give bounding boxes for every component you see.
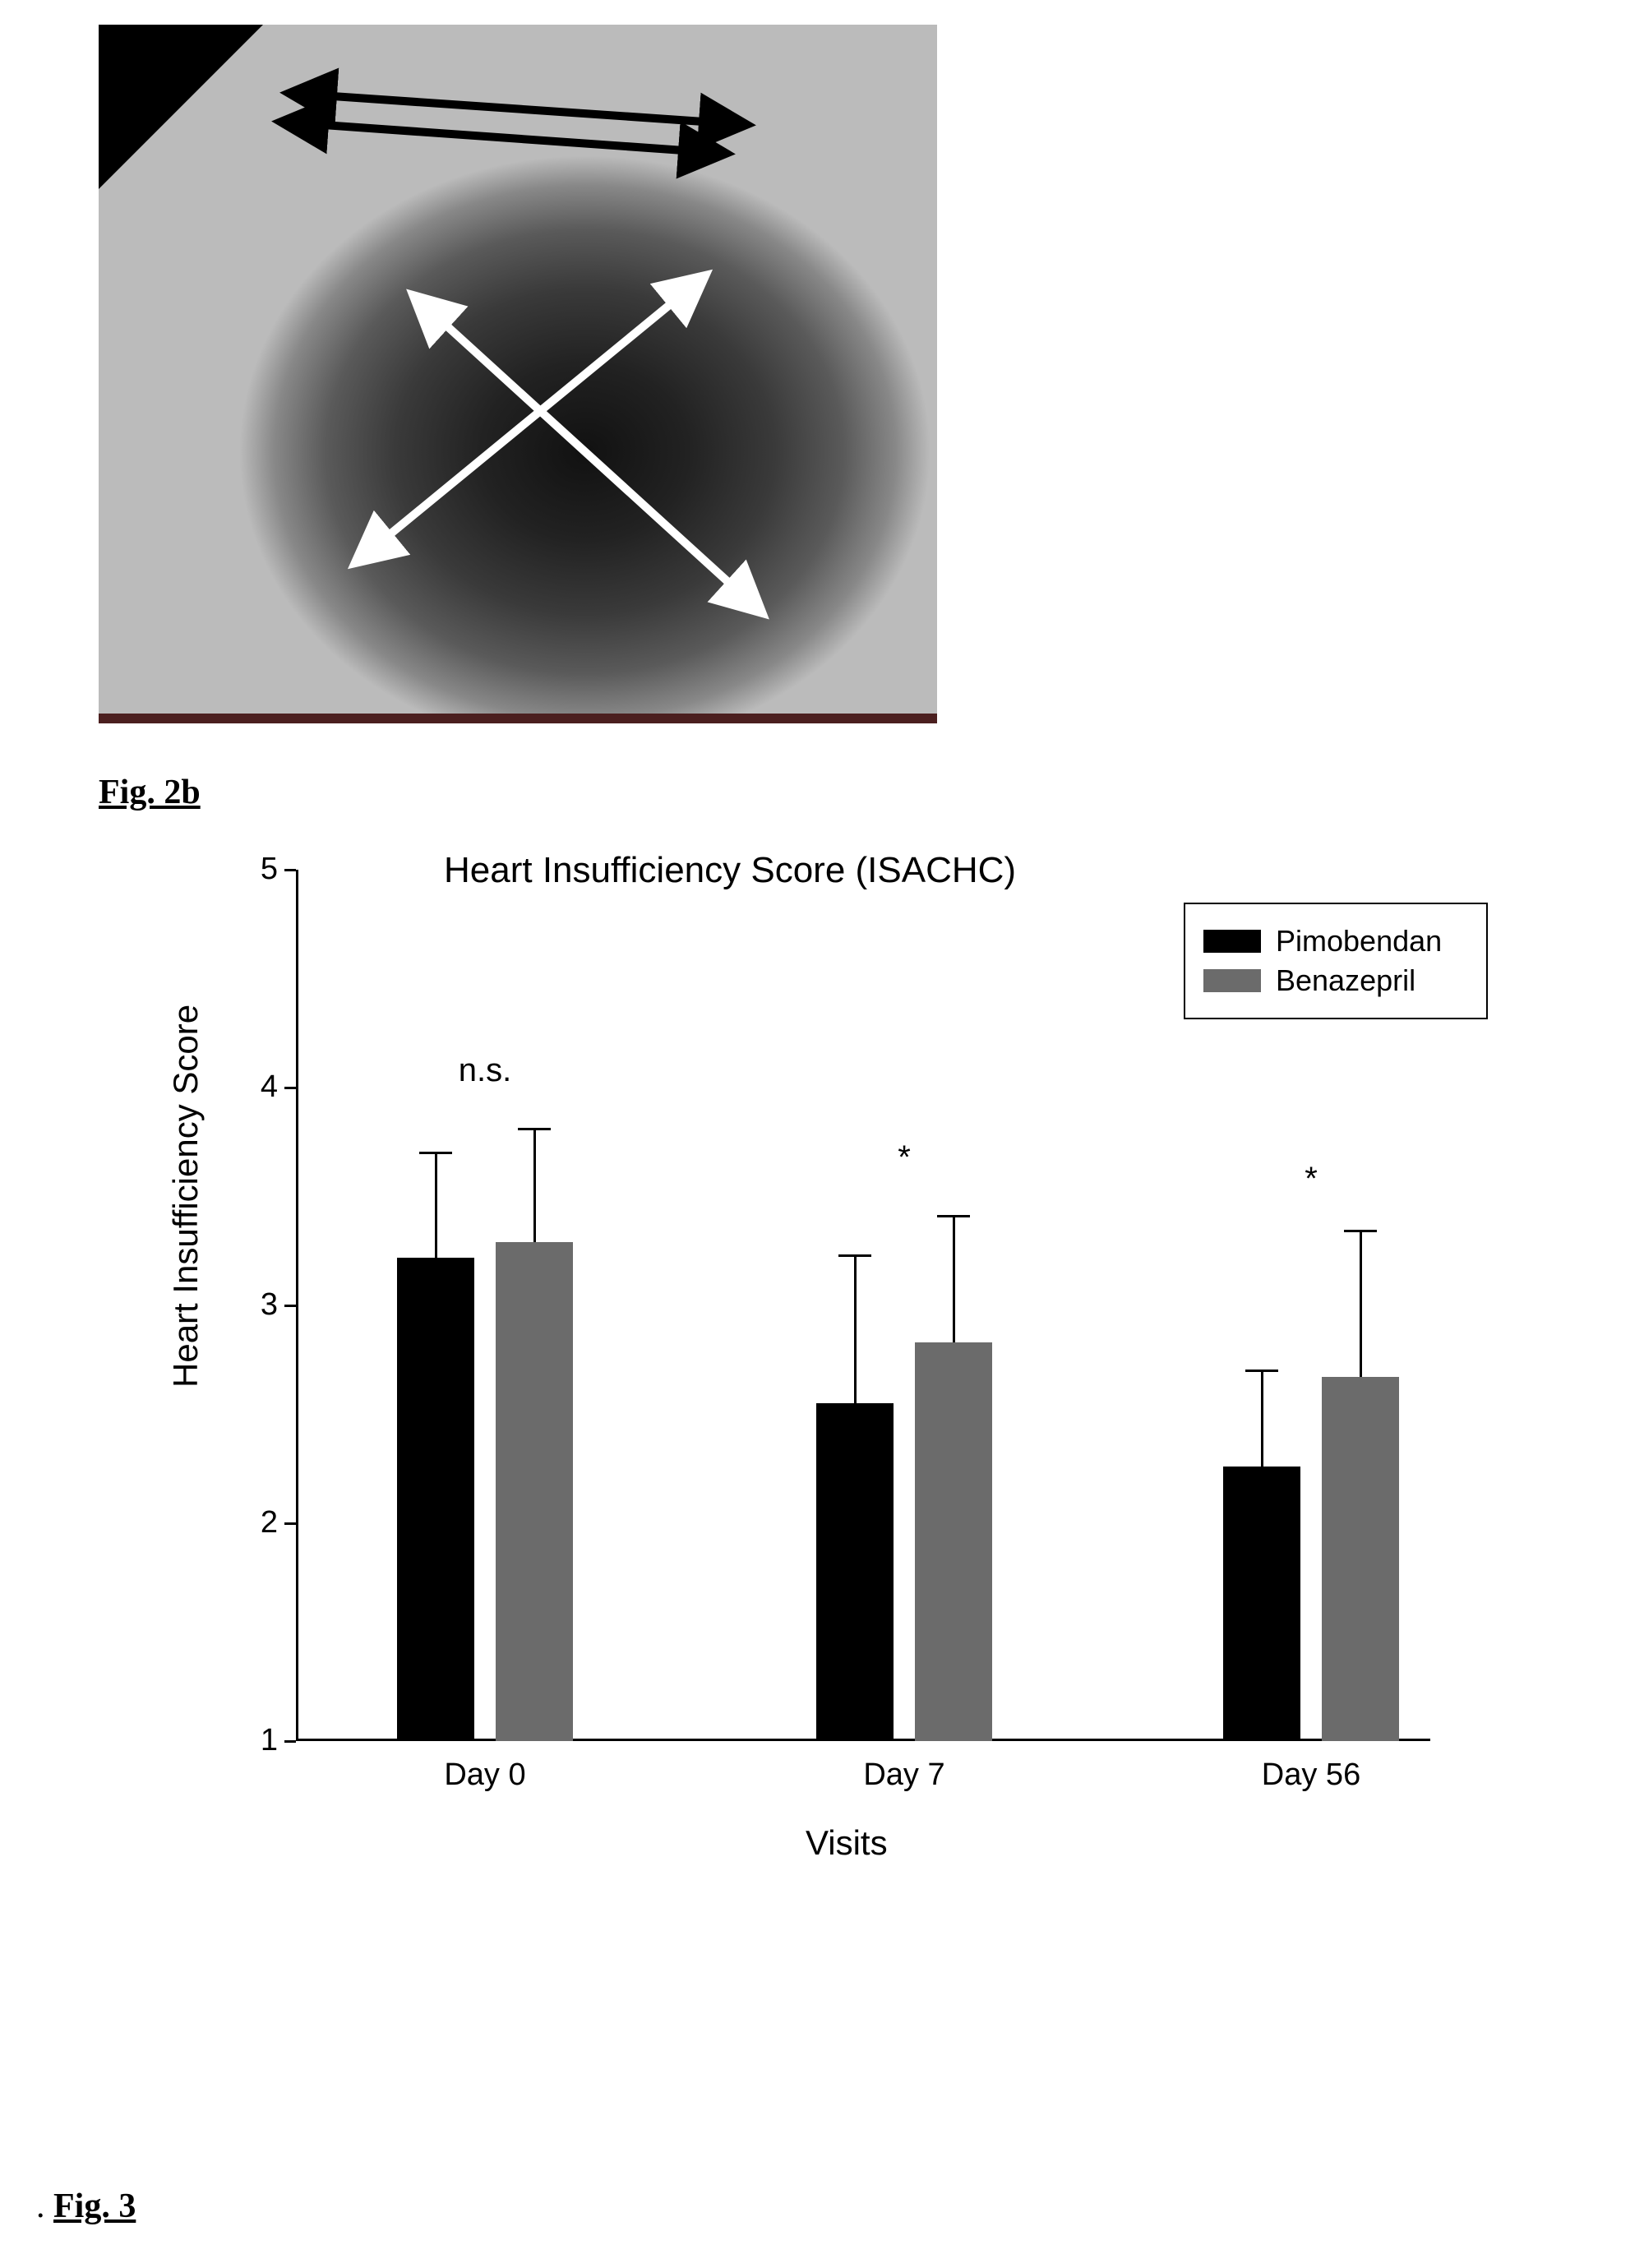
y-axis-label: Heart Insufficiency Score xyxy=(166,1005,206,1388)
bar-day56-benazepril xyxy=(1322,1377,1399,1741)
error-bar-cap xyxy=(937,1215,970,1217)
figure-2b-image xyxy=(99,25,937,723)
error-bar-cap xyxy=(419,1152,452,1154)
y-tick-label: 3 xyxy=(238,1287,278,1323)
y-tick-label: 1 xyxy=(238,1723,278,1758)
error-bar-stem xyxy=(854,1255,857,1403)
y-tick xyxy=(284,1740,296,1743)
error-bar-stem xyxy=(1360,1231,1362,1378)
y-tick xyxy=(284,869,296,871)
y-tick-label: 2 xyxy=(238,1505,278,1540)
x-axis-label: Visits xyxy=(806,1823,888,1863)
error-bar-stem xyxy=(435,1153,437,1258)
arrows-overlay xyxy=(99,25,937,723)
error-bar-stem xyxy=(533,1129,536,1242)
error-bar-stem xyxy=(953,1216,955,1342)
x-tick-label: Day 7 xyxy=(830,1758,978,1793)
y-tick-label: 4 xyxy=(238,1069,278,1105)
error-bar-cap xyxy=(838,1254,871,1257)
error-bar-cap xyxy=(1245,1370,1278,1372)
y-tick xyxy=(284,1522,296,1525)
significance-asterisk: * xyxy=(1270,1161,1352,1198)
y-tick xyxy=(284,1305,296,1307)
bar-day0-benazepril xyxy=(496,1242,573,1741)
black-arrow-upper xyxy=(308,95,727,123)
bar-day56-pimobendan xyxy=(1223,1467,1300,1741)
significance-ns: n.s. xyxy=(444,1052,526,1089)
figure-2b-label: Fig. 2b xyxy=(99,773,1562,812)
figure-3-label: . Fig. 3 xyxy=(36,2187,136,2226)
error-bar-stem xyxy=(1261,1371,1263,1467)
x-tick-label: Day 0 xyxy=(411,1758,559,1793)
error-bar-cap xyxy=(518,1128,551,1130)
y-tick-label: 5 xyxy=(238,852,278,887)
bar-day7-pimobendan xyxy=(816,1403,894,1741)
x-tick-label: Day 56 xyxy=(1237,1758,1385,1793)
y-tick xyxy=(284,1087,296,1089)
figure-3-text: Fig. 3 xyxy=(53,2187,136,2225)
y-axis-line xyxy=(296,870,298,1741)
plot-area: 12345Day 0Day 7Day 56n.s.** xyxy=(296,870,1430,1741)
chart-heart-insufficiency: Heart Insufficiency Score (ISACHC) Heart… xyxy=(181,845,1496,1881)
bar-day0-pimobendan xyxy=(397,1258,474,1741)
figure-3-prefix: . xyxy=(36,2187,53,2225)
radiograph-placeholder xyxy=(99,25,937,723)
bar-day7-benazepril xyxy=(915,1342,992,1741)
white-arrow-1 xyxy=(370,288,690,551)
white-arrow-2 xyxy=(427,308,748,600)
black-arrow-lower xyxy=(300,123,707,152)
error-bar-cap xyxy=(1344,1230,1377,1232)
significance-asterisk: * xyxy=(863,1139,945,1176)
